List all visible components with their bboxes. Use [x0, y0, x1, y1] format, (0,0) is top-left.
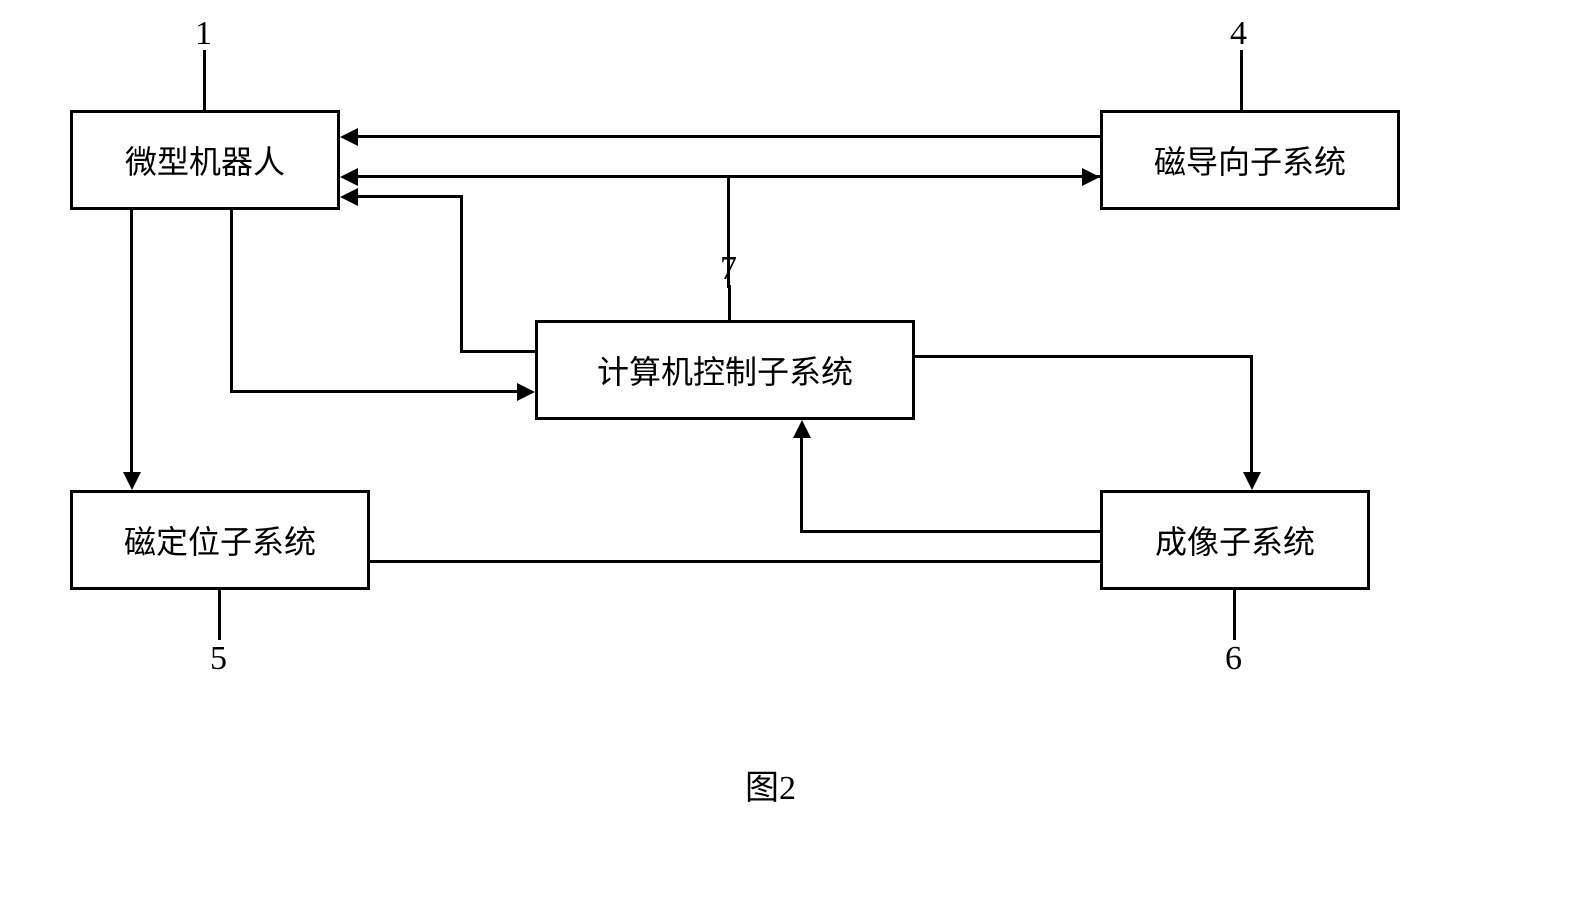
l-7to1-b [460, 195, 463, 353]
num-label-6: 6 [1225, 640, 1242, 678]
figure-caption: 图2 [745, 760, 796, 809]
leader-1 [203, 50, 206, 110]
box-label: 微型机器人 [125, 137, 285, 183]
box-magnetic-positioning: 磁定位子系统 [70, 490, 370, 590]
box-imaging: 成像子系统 [1100, 490, 1370, 590]
arrow-1-to-5 [130, 210, 133, 472]
box-label: 计算机控制子系统 [597, 347, 853, 393]
leader-4 [1240, 50, 1243, 110]
arrowhead-to-4-mid [1082, 168, 1100, 186]
box-computer-control: 计算机控制子系统 [535, 320, 915, 420]
line-6-to-7-v [800, 435, 803, 533]
arrowhead-7-to-6 [1243, 472, 1261, 490]
l-7to1-a [358, 195, 463, 198]
arrowhead-4-to-1-top [340, 128, 358, 146]
line-6-to-7-h [800, 530, 1100, 533]
l-5to7-v [230, 210, 233, 393]
line-7-to-6-h [915, 355, 1253, 358]
arrowhead-1-to-5 [123, 472, 141, 490]
num-label-1: 1 [195, 15, 212, 53]
line-7-to-6-v [1250, 355, 1253, 475]
arrow-4-to-1-top [358, 135, 1100, 138]
arrowhead-6-to-7 [793, 420, 811, 438]
l-5-6 [370, 560, 1100, 563]
box-label: 成像子系统 [1155, 517, 1315, 563]
box-label: 磁定位子系统 [124, 517, 316, 563]
leader-5 [218, 590, 221, 640]
l-5to7-h [230, 390, 520, 393]
box-label: 磁导向子系统 [1154, 137, 1346, 183]
box-magnetic-guidance: 磁导向子系统 [1100, 110, 1400, 210]
leader-7 [728, 285, 731, 320]
l-7to1-c [460, 350, 538, 353]
num-label-5: 5 [210, 640, 227, 678]
arrowhead-to-1-mid [340, 168, 358, 186]
leader-6 [1233, 590, 1236, 640]
line-7-to-midT [727, 175, 730, 288]
ah-5to7 [517, 383, 535, 401]
ah-7to1 [340, 188, 358, 206]
num-label-4: 4 [1230, 15, 1247, 53]
box-microrobot: 微型机器人 [70, 110, 340, 210]
